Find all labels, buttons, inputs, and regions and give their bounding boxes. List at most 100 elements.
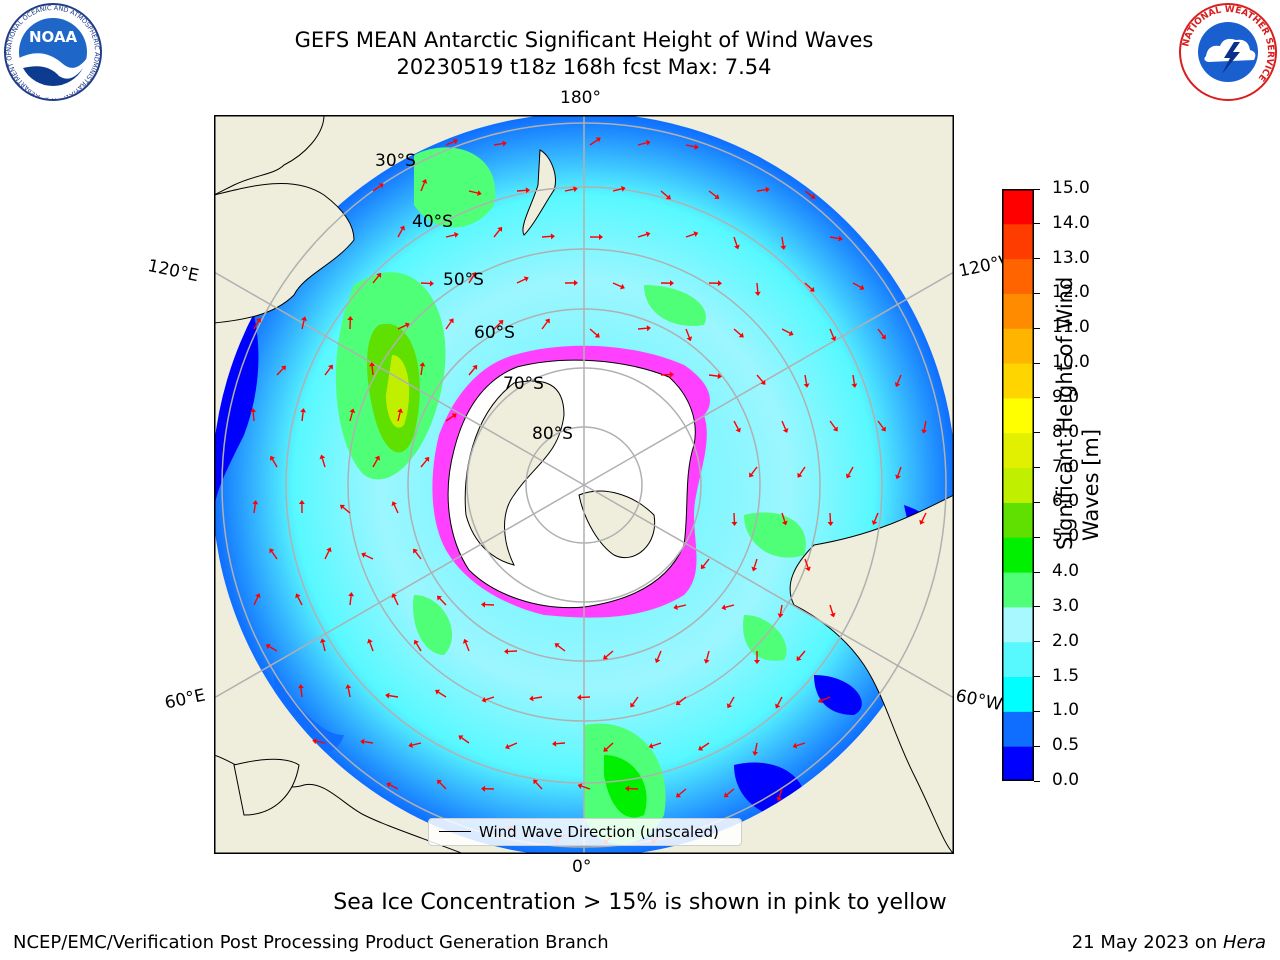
colorbar-band [1002,258,1034,294]
wind-wave-arrowhead [424,456,430,462]
wind-wave-arrowhead [481,696,487,703]
wind-wave-arrowhead [817,697,823,704]
lat-label-30s: 30°S [375,151,416,171]
wind-wave-arrowhead [665,194,671,200]
wind-wave-arrowhead [693,231,699,237]
noaa-logo-text: NOAA [29,28,78,46]
wind-wave-arrow [420,459,428,468]
wind-wave-arrow [372,275,380,284]
wind-wave-arrowhead [472,364,478,370]
wind-wave-arrow [706,650,710,660]
wind-wave-arrow [253,596,259,606]
wind-wave-arrowhead [552,740,557,747]
wind-wave-arrow [468,367,476,376]
colorbar-tick-mark [1034,641,1040,643]
colorbar-tick-mark [1034,606,1040,608]
wind-wave-arrowhead [645,231,651,238]
wind-wave-arrowhead [630,702,636,708]
wind-wave-arrowhead [654,658,661,663]
wind-wave-arrowhead [752,751,759,756]
wind-wave-arrowhead [781,520,788,526]
high-wave-region [413,595,453,655]
wind-wave-arrow [253,503,256,514]
wind-wave-arrowhead [477,190,482,196]
colorbar-tick-label: 11.0 [1052,317,1090,338]
wind-wave-arrowhead [775,703,781,709]
wind-wave-arrowhead [319,454,326,460]
wind-wave-arrowhead [717,280,722,287]
wind-wave-arrowhead [694,143,699,150]
wind-wave-arrowhead [573,279,578,286]
credit-date-text: 21 May 2023 on [1071,932,1223,953]
colorbar-tick-mark [1034,710,1040,712]
wind-wave-arrow [605,742,614,750]
wind-wave-arrowhead [525,187,530,194]
wind-wave-arrow [321,458,326,468]
lon-label-120e: 120°E [145,256,201,287]
wind-wave-arrow [388,694,399,698]
wind-wave-arrowhead [895,474,901,480]
wind-wave-arrow [516,189,527,192]
wind-wave-arrowhead [295,593,301,599]
wind-wave-arrowhead [408,742,413,749]
wind-wave-arrowhead [894,382,901,388]
wind-wave-arrowhead [780,245,787,250]
wind-wave-arrow [465,642,470,652]
wind-wave-arrowhead [577,783,583,789]
wind-wave-arrowhead [374,455,381,461]
wind-wave-arrowhead [805,566,811,572]
colorbar-band [1002,328,1034,364]
land-madagascar [233,758,300,816]
wind-wave-arrowhead [301,316,308,321]
wind-wave-arrowhead [832,426,838,432]
colorbar-tick-label: 9.0 [1052,386,1080,407]
wind-wave-arrowhead [505,743,510,750]
wind-wave-arrowhead [573,186,578,193]
wind-wave-arrows [250,137,928,845]
wind-wave-arrowhead [788,330,794,336]
wind-wave-arrow [393,504,399,514]
colorbar-tick-label: 3.0 [1052,595,1080,616]
wind-wave-arrowhead [796,655,802,661]
wind-wave-arrowhead [529,695,534,702]
chart-title-line1: GEFS MEAN Antarctic Significant Height o… [294,28,874,52]
wind-wave-arrowhead [859,284,865,290]
wind-wave-arrowhead [669,371,674,378]
colorbar-band [1002,606,1034,643]
map-legend: Wind Wave Direction (unscaled) [428,818,742,846]
wind-wave-arrowhead [328,364,333,370]
wind-wave-arrow [685,233,695,238]
colorbar-band [1002,502,1034,538]
wind-wave-arrow [535,781,543,790]
wind-wave-arrowhead [845,473,852,479]
wind-wave-arrow [708,374,719,377]
wind-wave-arrow [781,236,784,247]
colorbar-title: Significant Height of Wind Waves [m] [1052,277,1104,550]
wind-wave-arrow [660,190,669,198]
colorbar-band [1002,746,1034,781]
wind-wave-arrow [541,235,552,238]
wind-wave-arrow [637,327,648,330]
wind-wave-arrowhead [921,429,928,434]
colorbar-tick-label: 0.0 [1052,770,1080,790]
wind-wave-arrowhead [675,700,681,706]
wind-wave-arrow [781,512,786,522]
wind-wave-arrow [581,785,591,790]
wind-wave-arrow [445,415,454,422]
colorbar-tick-mark [1034,258,1040,260]
colorbar-band [1002,676,1034,712]
colorbar-tick-mark [1034,467,1040,469]
wind-wave-arrowhead [721,604,727,611]
wind-wave-arrow [829,236,839,240]
colorbar-band [1002,711,1034,747]
colorbar-tick-label: 14.0 [1052,212,1090,233]
colorbar-tick-label: 15.0 [1052,178,1090,198]
wind-wave-arrowhead [399,225,405,231]
colorbar-tick-label: 10.0 [1052,352,1090,373]
wind-wave-arrowhead [300,408,307,413]
antarctica-ice-shelf [464,380,565,566]
sea-ice-note: Sea Ice Concentration > 15% is shown in … [333,890,947,915]
wind-wave-arrow [804,374,808,384]
polar-map [214,115,954,854]
wind-wave-arrowhead [760,379,766,385]
